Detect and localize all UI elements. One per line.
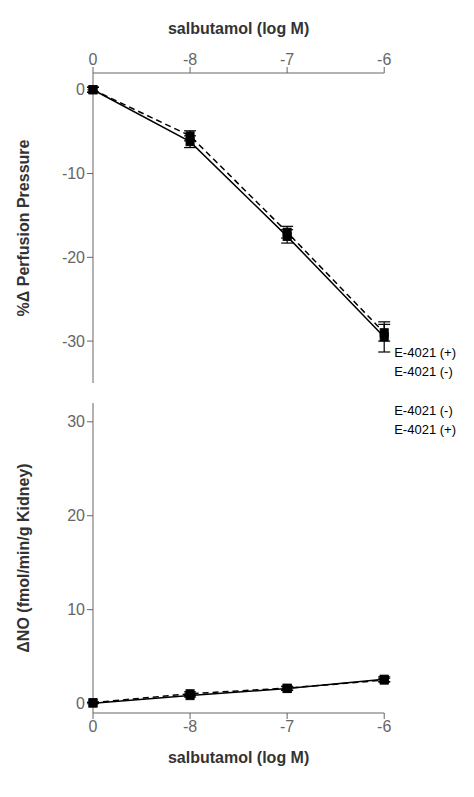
html-text:E-4021 (-): E-4021 (-) (394, 364, 453, 379)
svg-text:-10: -10 (62, 165, 85, 182)
svg-text:-8: -8 (183, 51, 197, 68)
svg-text:-30: -30 (62, 333, 85, 350)
svg-text:-7: -7 (280, 51, 294, 68)
svg-text:-7: -7 (280, 718, 294, 735)
svg-text:30: 30 (67, 413, 85, 430)
svg-text:0: 0 (89, 51, 98, 68)
svg-text:10: 10 (67, 601, 85, 618)
svg-text:-20: -20 (62, 249, 85, 266)
svg-text:salbutamol (log M): salbutamol (log M) (168, 749, 309, 766)
svg-text:-8: -8 (183, 718, 197, 735)
svg-text:20: 20 (67, 507, 85, 524)
svg-text:-6: -6 (377, 51, 391, 68)
html-text:E-4021 (-): E-4021 (-) (394, 403, 453, 418)
html-text:E-4021 (+): E-4021 (+) (394, 345, 456, 360)
svg-text:0: 0 (76, 695, 85, 712)
svg-text:-6: -6 (377, 718, 391, 735)
svg-text:ΔNO (fmol/min/g Kidney): ΔNO (fmol/min/g Kidney) (15, 463, 32, 652)
svg-text:0: 0 (89, 718, 98, 735)
html-text:E-4021 (+): E-4021 (+) (394, 422, 456, 437)
svg-text:%Δ Perfusion Pressure: %Δ Perfusion Pressure (15, 139, 32, 316)
svg-text:salbutamol (log M): salbutamol (log M) (168, 20, 309, 37)
svg-text:0: 0 (76, 81, 85, 98)
